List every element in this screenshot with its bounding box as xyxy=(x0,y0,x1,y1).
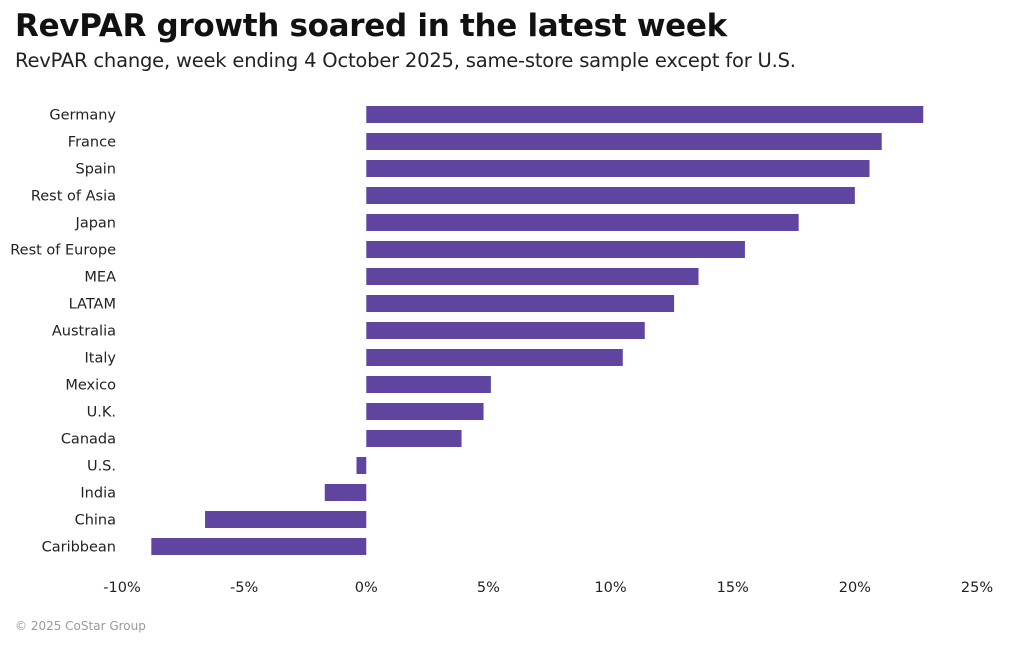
category-label: LATAM xyxy=(69,297,116,313)
category-label: Japan xyxy=(75,216,116,232)
category-label: Caribbean xyxy=(42,540,116,556)
x-tick-label: -10% xyxy=(103,580,140,596)
bar-rest-of-asia xyxy=(366,187,855,204)
category-label: Germany xyxy=(49,108,116,124)
category-label: Mexico xyxy=(65,378,116,394)
bar-u-s xyxy=(356,457,367,474)
bar-italy xyxy=(366,349,623,366)
category-label: Italy xyxy=(85,351,117,367)
bar-spain xyxy=(366,160,870,177)
copyright-footer: © 2025 CoStar Group xyxy=(15,619,146,633)
bar-latam xyxy=(366,295,675,312)
category-label: Canada xyxy=(61,432,116,448)
bar-australia xyxy=(366,322,645,339)
bar-u-k xyxy=(366,403,484,420)
category-label: India xyxy=(80,486,116,502)
bar-mea xyxy=(366,268,699,285)
category-label: Australia xyxy=(52,324,116,340)
x-tick-label: 5% xyxy=(477,580,500,596)
category-label: France xyxy=(68,135,116,151)
chart-subtitle: RevPAR change, week ending 4 October 202… xyxy=(15,49,796,72)
category-label: Rest of Europe xyxy=(10,243,116,259)
bars-group xyxy=(151,106,924,555)
category-label: U.S. xyxy=(87,459,116,475)
category-labels: Germany France Spain Rest of Asia Japan Rest … xyxy=(10,108,116,556)
category-label: MEA xyxy=(84,270,116,286)
category-label: China xyxy=(75,513,116,529)
x-tick-label: 15% xyxy=(717,580,749,596)
bar-india xyxy=(324,484,367,501)
x-tick-label: 10% xyxy=(594,580,626,596)
x-tick-label: 20% xyxy=(839,580,871,596)
category-label: Rest of Asia xyxy=(31,189,116,205)
x-tick-label: 0% xyxy=(355,580,378,596)
bar-china xyxy=(205,511,367,528)
bar-caribbean xyxy=(151,538,367,555)
bar-france xyxy=(366,133,882,150)
bar-germany xyxy=(366,106,924,123)
x-axis-ticks: -10% -5% 0% 5% 10% 15% 20% 25% xyxy=(103,580,993,596)
bar-canada xyxy=(366,430,462,447)
bar-rest-of-europe xyxy=(366,241,745,258)
bar-mexico xyxy=(366,376,491,393)
x-tick-label: -5% xyxy=(230,580,258,596)
category-label: U.K. xyxy=(87,405,116,421)
category-label: Spain xyxy=(75,162,116,178)
bar-japan xyxy=(366,214,799,231)
x-tick-label: 25% xyxy=(961,580,993,596)
chart-title: RevPAR growth soared in the latest week xyxy=(15,8,727,44)
